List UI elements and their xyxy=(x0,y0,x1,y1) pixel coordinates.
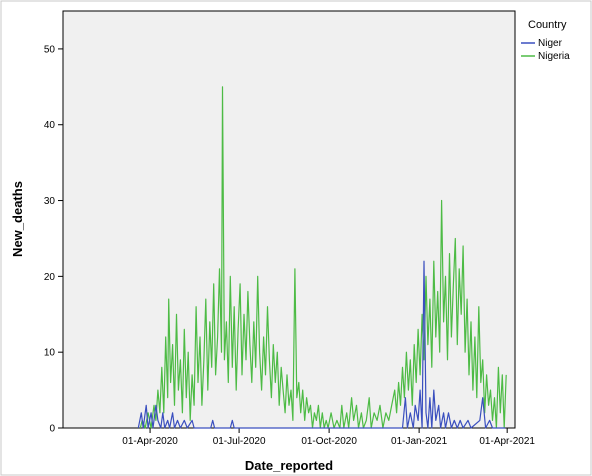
legend-label-niger: Niger xyxy=(538,38,563,49)
legend-label-nigeria: Nigeria xyxy=(538,51,570,62)
series-line-niger xyxy=(137,260,506,429)
x-tick-label-1: 01-Jul-2020 xyxy=(213,436,266,447)
x-axis-title: Date_reported xyxy=(245,458,333,473)
legend: Country Niger Nigeria xyxy=(521,19,570,62)
series-line-nigeria xyxy=(139,86,507,429)
y-tick-label-40: 40 xyxy=(44,120,56,131)
x-tick-label-2: 01-Oct-2020 xyxy=(301,436,357,447)
y-tick-label-30: 30 xyxy=(44,196,56,207)
y-axis: 0 10 20 30 40 50 xyxy=(44,44,63,435)
y-axis-title: New_deaths xyxy=(10,181,25,257)
y-tick-label-0: 0 xyxy=(49,424,55,435)
x-tick-label-3: 01-Jan-2021 xyxy=(391,436,448,447)
x-axis: 01-Apr-2020 01-Jul-2020 01-Oct-2020 01-Jan-… xyxy=(122,428,535,447)
x-tick-label-4: 01-Apr-2021 xyxy=(479,436,535,447)
y-tick-label-10: 10 xyxy=(44,348,56,359)
plot-area xyxy=(62,10,516,429)
legend-title: Country xyxy=(528,19,567,31)
y-tick-label-20: 20 xyxy=(44,272,56,283)
series-layer xyxy=(137,86,507,429)
y-tick-label-50: 50 xyxy=(44,44,56,55)
x-tick-label-0: 01-Apr-2020 xyxy=(122,436,178,447)
